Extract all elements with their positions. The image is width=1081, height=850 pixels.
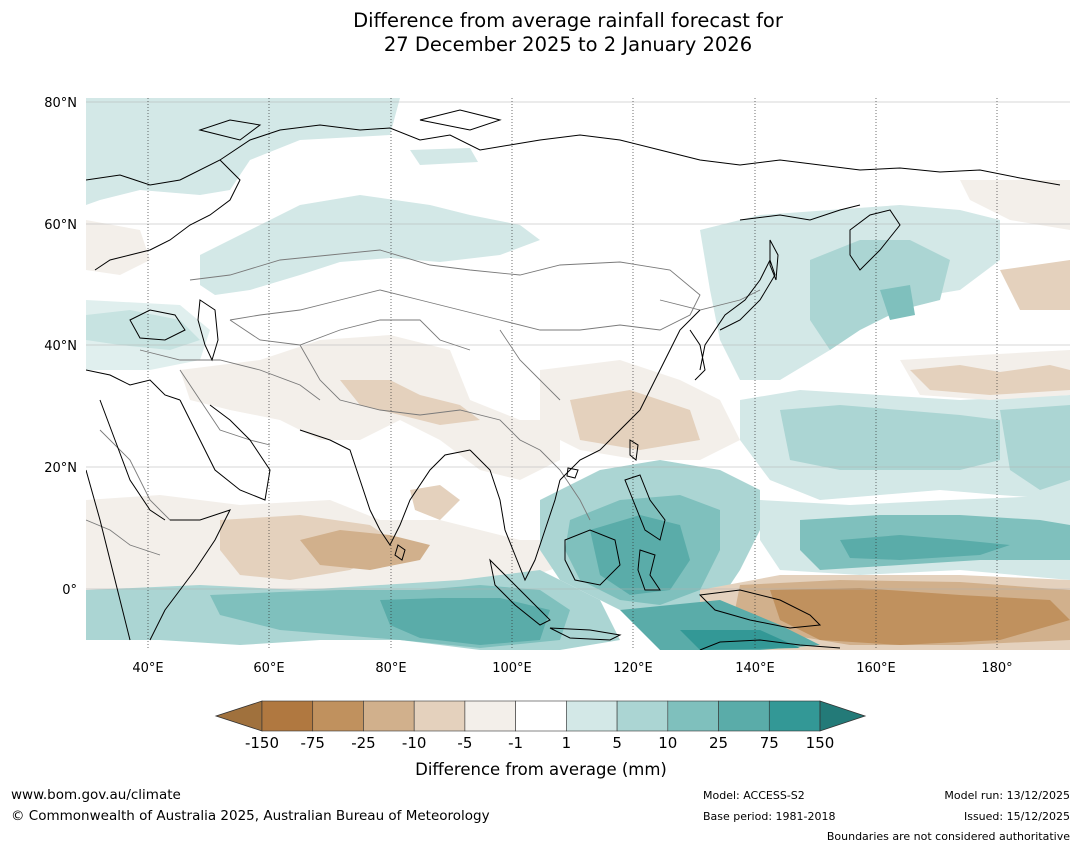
anomaly-wet-wpac-north-strong: [880, 285, 915, 320]
anomaly-wet-siberia: [200, 195, 540, 295]
anomaly-wet-wpac-north-mid: [810, 240, 950, 350]
anomaly-dry-npac-mid: [910, 365, 1070, 395]
colorbar-tick-label: 25: [709, 734, 728, 752]
colorbar-cell: [616, 700, 669, 732]
footer-copyright: © Commonwealth of Australia 2025, Austra…: [11, 808, 490, 824]
lon-label-40e: 40°E: [132, 661, 163, 676]
colorbar-tick-label: -5: [457, 734, 472, 752]
lon-label-160e: 160°E: [856, 661, 896, 676]
colorbar-tick-label: 5: [612, 734, 622, 752]
colorbar-tick-label: -75: [300, 734, 325, 752]
colorbar-cell: [363, 700, 415, 732]
colorbar-cell: [718, 700, 770, 732]
footer-disclaimer: Boundaries are not considered authoritat…: [826, 830, 1070, 843]
colorbar-cell: [667, 700, 719, 732]
lat-label-80n: 80°N: [44, 96, 77, 111]
footer-model-run: Model run: 13/12/2025: [944, 789, 1070, 802]
colorbar-tick-labels: -150 -75 -25 -10 -5 -1 1 5 10 25 75 150: [245, 734, 834, 752]
colorbar-tick-label: 150: [806, 734, 835, 752]
anomaly-wet-wpac-south-strong: [840, 535, 1010, 560]
lat-label-40n: 40°N: [44, 339, 77, 354]
anomaly-dry-spac-strong: [770, 588, 1070, 645]
colorbar: -150 -75 -25 -10 -5 -1 1 5 10 25 75 150 Difference …: [214, 700, 867, 779]
lat-label-20n: 20°N: [44, 461, 77, 476]
colorbar-cells: [261, 700, 821, 732]
anomaly-dry-himalaya: [340, 380, 480, 425]
anomaly-dry-china-mid: [570, 390, 700, 450]
anomaly-dry-npac-north2: [960, 180, 1070, 230]
gridlines: [86, 101, 1070, 590]
colorbar-left-arrow: [214, 700, 263, 732]
lat-label-0: 0°: [62, 583, 77, 598]
title-line-2: 27 December 2025 to 2 January 2026: [383, 33, 753, 56]
chart-title: Difference from average rainfall forecas…: [0, 9, 1081, 57]
colorbar-tick-label: 75: [760, 734, 779, 752]
lon-label-80e: 80°E: [375, 661, 406, 676]
anomaly-dry-npac-north: [1000, 260, 1070, 310]
lon-label-120e: 120°E: [613, 661, 653, 676]
lon-label-140e: 140°E: [735, 661, 775, 676]
lon-label-100e: 100°E: [492, 661, 532, 676]
colorbar-tick-label: -1: [508, 734, 523, 752]
coastlines: [86, 109, 1061, 650]
footer-url[interactable]: www.bom.gov.au/climate: [11, 787, 181, 803]
colorbar-cell: [413, 700, 466, 732]
footer-model: Model: ACCESS-S2: [703, 789, 805, 802]
latitude-labels: 80°N 60°N 40°N 20°N 0°: [44, 96, 77, 598]
anomaly-dry-india: [300, 530, 430, 570]
longitude-labels: 40°E 60°E 80°E 100°E 120°E 140°E 160°E 1…: [132, 661, 1012, 676]
lat-label-60n: 60°N: [44, 218, 77, 233]
colorbar-tick-label: 1: [562, 734, 572, 752]
anomaly-dry-europe: [86, 220, 150, 275]
lon-label-60e: 60°E: [253, 661, 284, 676]
colorbar-tick-label: 10: [658, 734, 677, 752]
anomaly-wet-wpac-mid2: [780, 405, 1000, 470]
lon-label-180: 180°: [981, 661, 1012, 676]
anomaly-dry-bengal: [410, 485, 460, 520]
colorbar-tick-label: -150: [245, 734, 279, 752]
colorbar-tick-label: -25: [351, 734, 376, 752]
colorbar-tick-label: -10: [402, 734, 427, 752]
colorbar-cell: [768, 700, 821, 732]
colorbar-label: Difference from average (mm): [415, 760, 667, 779]
colorbar-cell: [312, 700, 364, 732]
colorbar-cell: [464, 700, 516, 732]
title-line-1: Difference from average rainfall forecas…: [353, 9, 783, 32]
footer-base-period: Base period: 1981-2018: [703, 810, 836, 823]
anomaly-wet-timor-strong: [680, 630, 800, 650]
colorbar-cell: [566, 700, 618, 732]
anomaly-wet-wpac-east: [1000, 405, 1070, 490]
colorbar-cell: [515, 700, 567, 732]
anomaly-wet-arctic: [410, 148, 478, 165]
colorbar-cell: [261, 700, 314, 732]
anomaly-wet-eq-indian-strong: [380, 598, 550, 645]
footer-issued: Issued: 15/12/2025: [963, 810, 1070, 823]
meridians: [147, 98, 998, 650]
map-area: [86, 98, 1070, 650]
colorbar-right-arrow: [819, 700, 867, 732]
